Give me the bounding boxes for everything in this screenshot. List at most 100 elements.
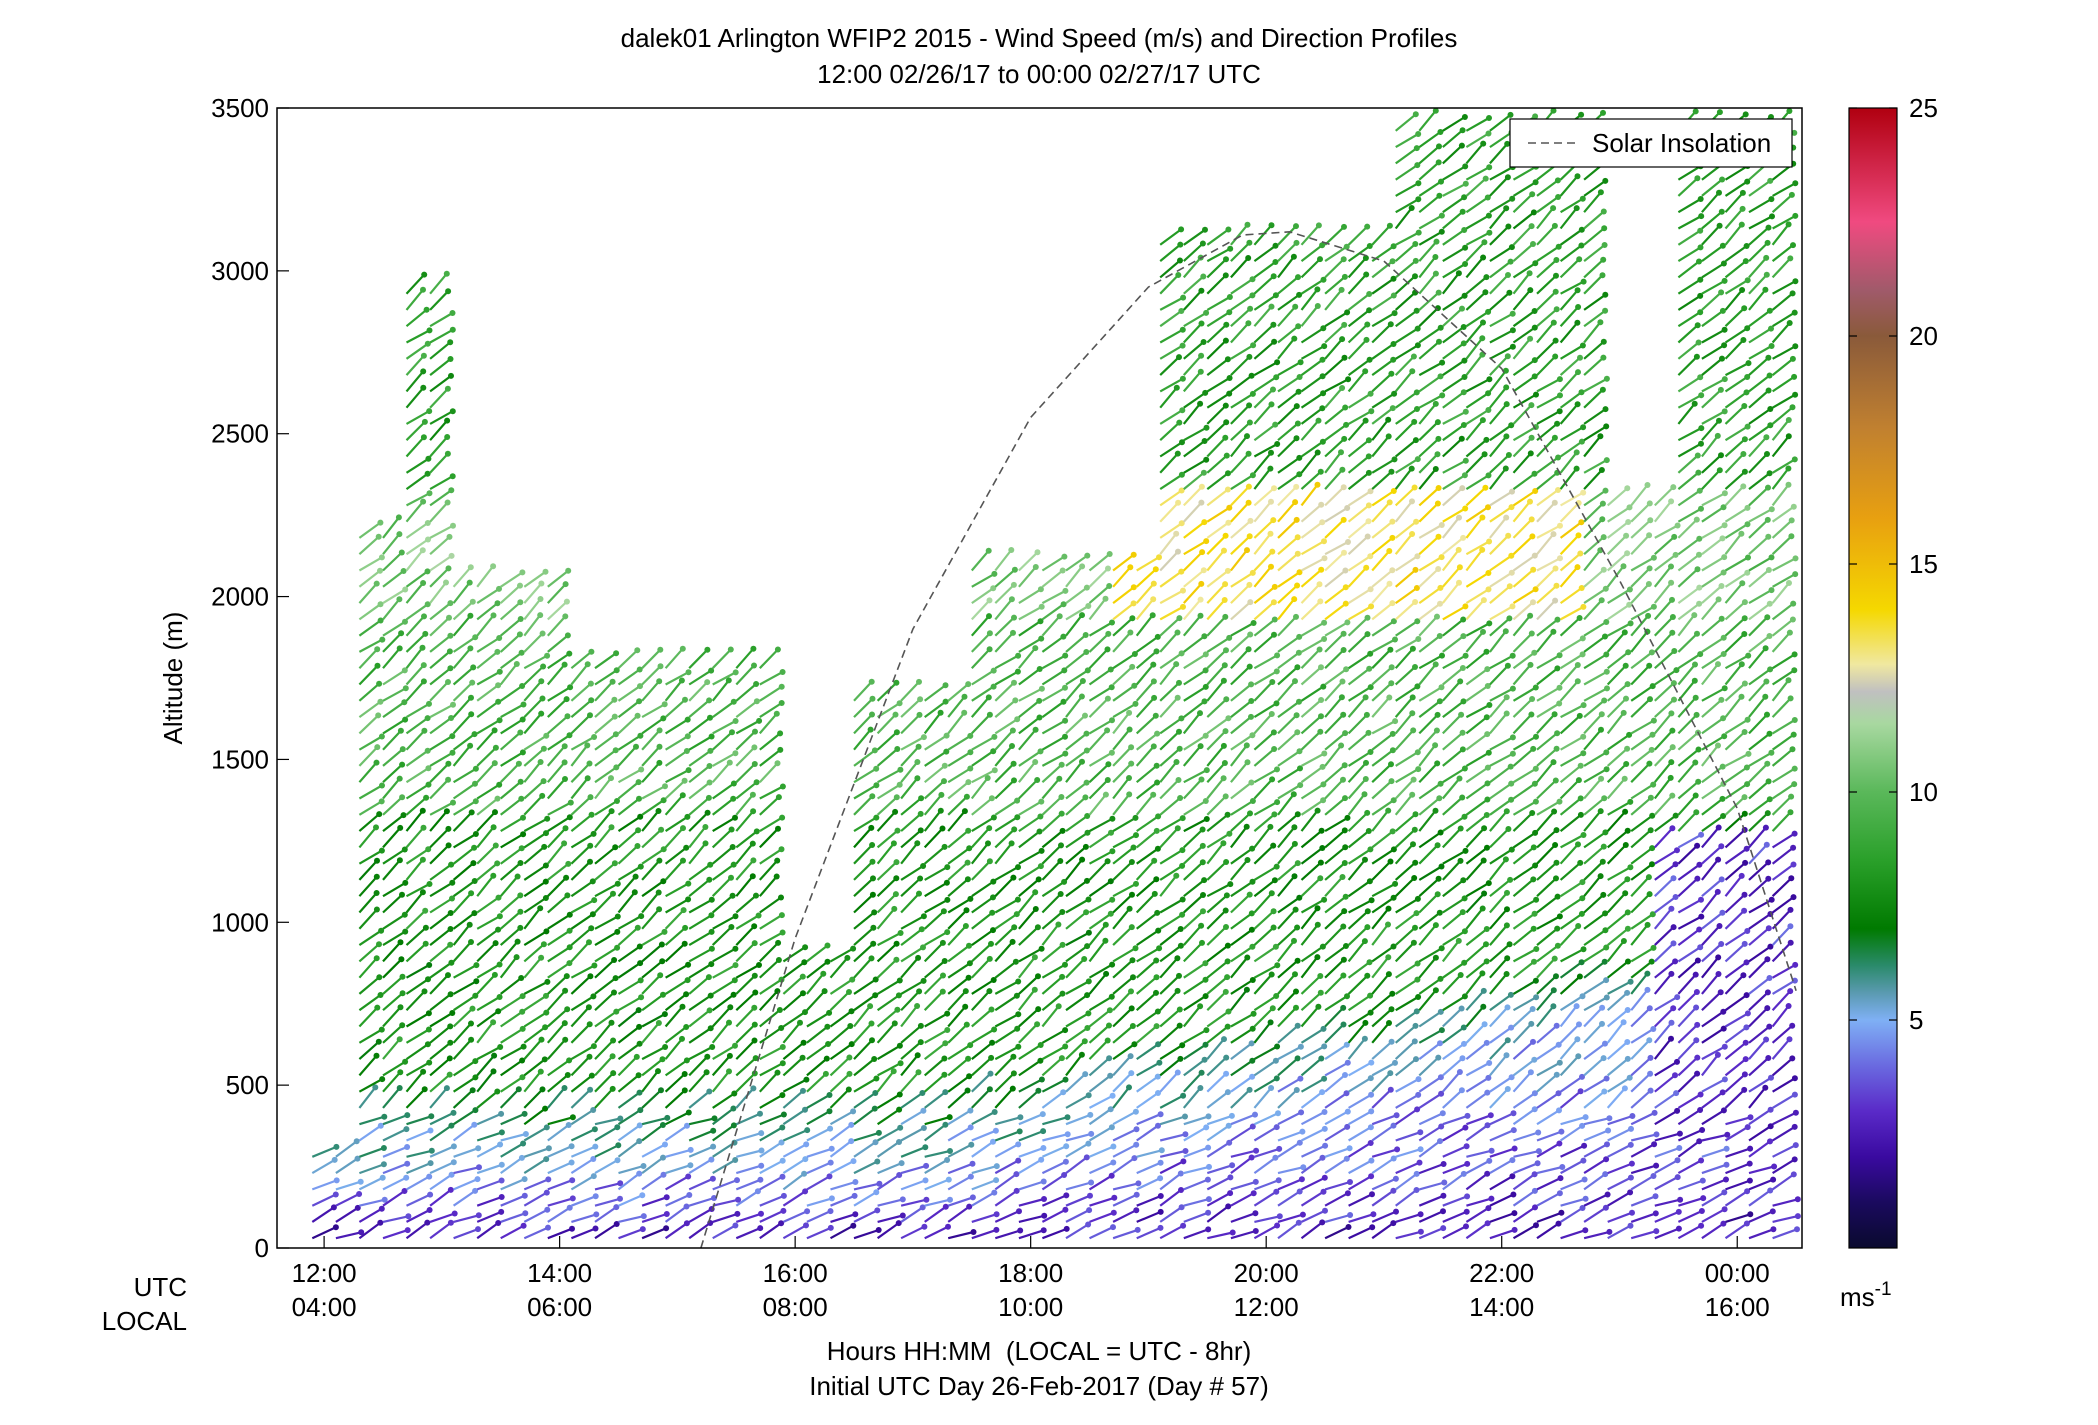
wind-barb-head-730	[778, 912, 785, 919]
wind-barb-head-2274	[1531, 1187, 1538, 1194]
wind-barb-332	[500, 703, 525, 719]
wind-barb-head-1384	[1202, 976, 1209, 983]
wind-barb-1542	[1230, 421, 1251, 442]
wind-barb-head-1603	[1274, 441, 1281, 447]
wind-barb-56	[382, 1229, 409, 1240]
wind-barb-head-686	[751, 1037, 758, 1044]
wind-barb-head-976	[990, 1138, 996, 1145]
wind-barb-932	[924, 750, 947, 767]
wind-barb-784	[830, 1213, 856, 1223]
wind-barb-head-1925	[1390, 243, 1397, 250]
wind-barb-head-723	[778, 1025, 785, 1031]
wind-barb-head-332	[520, 701, 527, 708]
wind-barb-161	[429, 1189, 452, 1207]
wind-barb-710	[735, 647, 755, 669]
wind-barb-1828	[1347, 812, 1368, 832]
wind-barb-140	[405, 570, 429, 588]
wind-barb-878	[900, 1071, 920, 1093]
wind-barb-head-1757	[1340, 956, 1347, 963]
wind-barb-1859	[1347, 309, 1370, 328]
wind-barb-head-637	[708, 667, 715, 674]
wind-barb-425	[571, 1195, 597, 1207]
wind-barb-1762	[1324, 876, 1344, 897]
wind-barb-706	[735, 719, 760, 735]
wind-barb-head-1831	[1363, 759, 1369, 766]
wind-barb-1003	[970, 696, 990, 718]
wind-barb-head-2003	[1439, 1110, 1446, 1117]
wind-barb-1703	[1300, 829, 1323, 849]
wind-barb-head-2181	[1481, 451, 1488, 458]
wind-barb-1333	[1159, 797, 1181, 816]
wind-barb-head-1623	[1299, 1128, 1306, 1135]
wind-barb-1278	[1136, 1010, 1159, 1028]
wind-barb-head-322	[517, 860, 524, 866]
wind-barb-1110	[1041, 1005, 1060, 1028]
wind-barb-head-2065	[1463, 1223, 1469, 1230]
wind-barb-head-840	[896, 1139, 902, 1145]
wind-barb-head-10	[354, 1155, 361, 1162]
wind-barb-1896	[1371, 720, 1396, 735]
wind-barb-1332	[1159, 817, 1184, 833]
wind-barb-head-1353	[1178, 471, 1185, 478]
wind-barb-2270	[1489, 131, 1513, 149]
wind-barb-head-2375	[1554, 665, 1561, 672]
wind-barb-498	[617, 1172, 640, 1191]
wind-barb-2276	[1513, 1162, 1539, 1175]
wind-barb-1609	[1253, 340, 1275, 360]
wind-barb-1147	[1065, 1094, 1090, 1109]
wind-barb-2244	[1489, 554, 1512, 572]
wind-barb-head-884	[920, 977, 927, 984]
wind-barb-head-2126	[1461, 227, 1468, 233]
wind-barb-head-2142	[1484, 1089, 1491, 1096]
wind-barb-1538	[1230, 485, 1250, 507]
wind-barb-1025	[994, 1027, 1018, 1044]
wind-barb-head-2330	[1526, 270, 1533, 277]
wind-barb-head-1702	[1319, 845, 1326, 851]
wind-barb-head-2068	[1460, 1170, 1467, 1177]
wind-barb-head-1293	[1153, 762, 1160, 769]
wind-barb-2028	[1418, 700, 1441, 718]
wind-barb-head-1061	[1040, 1128, 1047, 1135]
wind-barb-head-222	[476, 1164, 482, 1171]
wind-barb-985	[970, 990, 991, 1011]
wind-barb-1063	[1018, 1089, 1040, 1109]
wind-barb-2096	[1442, 714, 1462, 735]
wind-barb-114	[405, 990, 426, 1011]
wind-barb-head-342	[544, 1206, 551, 1213]
wind-barb-head-1275	[1156, 1059, 1163, 1066]
wind-barb-head-358	[540, 941, 547, 948]
wind-barb-1414	[1183, 486, 1203, 507]
wind-barb-479	[594, 893, 614, 914]
wind-barb-602	[664, 647, 684, 669]
wind-barb-head-1462	[1225, 715, 1232, 722]
wind-barb-992	[971, 880, 994, 898]
wind-barb-head-1854	[1367, 390, 1374, 397]
wind-barb-head-1843	[1363, 564, 1370, 571]
wind-barb-head-812	[869, 1037, 875, 1044]
wind-barb-head-709	[751, 662, 757, 669]
wind-barb-2497	[1583, 929, 1607, 947]
wind-barb-head-1664	[1296, 454, 1303, 461]
wind-barb-1533	[1230, 571, 1254, 588]
wind-barb-head-1641	[1291, 824, 1298, 831]
wind-barb-1500	[1230, 1113, 1256, 1126]
wind-barb-1243	[1112, 893, 1133, 914]
wind-barb-415	[547, 686, 571, 702]
wind-barb-897	[900, 761, 919, 783]
wind-barb-2495	[1583, 960, 1606, 979]
wind-barb-68	[382, 1024, 403, 1044]
wind-barb-450	[570, 777, 589, 800]
wind-barb-2466	[1559, 306, 1579, 327]
wind-barb-head-1952	[1412, 811, 1419, 818]
wind-barb-812	[853, 1039, 873, 1060]
wind-barb-head-223	[475, 1145, 482, 1152]
wind-barb-head-921	[944, 929, 951, 936]
wind-barb-1939	[1394, 1025, 1417, 1044]
wind-barb-1978	[1395, 391, 1418, 409]
wind-barb-468	[594, 1072, 614, 1093]
wind-barb-1585	[1253, 731, 1275, 751]
wind-barb-1983	[1395, 309, 1418, 328]
wind-barb-head-2340	[1532, 113, 1539, 120]
wind-barb-2396	[1536, 321, 1555, 344]
wind-barb-2045	[1418, 421, 1439, 441]
